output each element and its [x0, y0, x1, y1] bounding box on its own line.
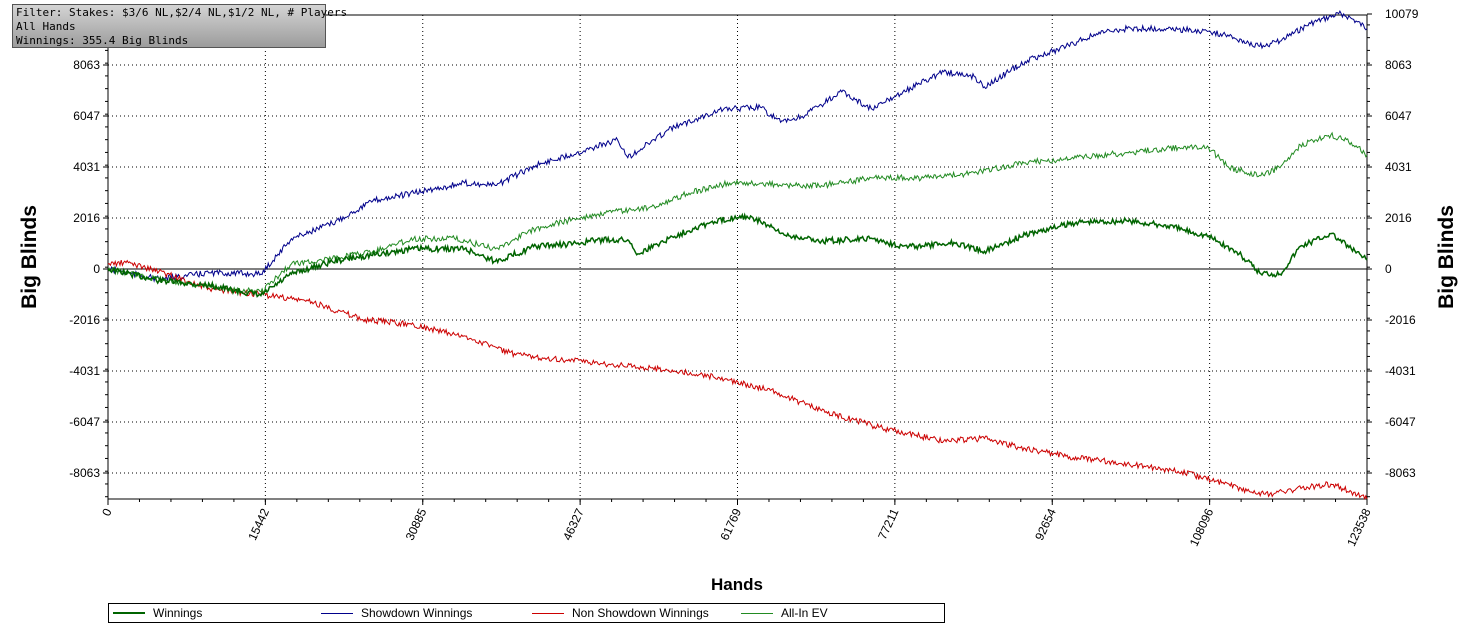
filter-hands-text: All Hands: [16, 20, 76, 33]
y-axis-title-right: Big Blinds: [1435, 205, 1458, 309]
x-tick-label: 15442: [245, 506, 272, 542]
y-tick-label-right: 0: [1385, 262, 1392, 276]
series-line-non-showdown-winnings: [107, 259, 1368, 501]
x-tick-label: 123538: [1344, 506, 1374, 549]
y-tick-label-right: -8063: [1385, 466, 1416, 480]
x-tick-label: 46327: [560, 506, 587, 542]
legend-swatch-winnings: [113, 612, 145, 614]
y-tick-label-right: -4031: [1385, 364, 1416, 378]
y-tick-label-right: 2016: [1385, 211, 1412, 225]
y-axis-right: 10079 8063 6047 4031 2016 0 -2016 -4031 -6047 -80…: [1367, 7, 1419, 498]
x-tick-label: 77211: [875, 506, 902, 542]
y-tick-label-right: 8063: [1385, 58, 1412, 72]
legend-item-showdown: Showdown Winnings: [321, 606, 472, 620]
y-tick-label-left: 6047: [73, 109, 100, 123]
legend-swatch-non-showdown: [532, 612, 564, 614]
y-tick-label-left: 4031: [73, 160, 100, 174]
y-tick-label-left: 2016: [73, 211, 100, 225]
y-tick-label-right: 10079: [1385, 7, 1419, 21]
legend-label: All-In EV: [781, 606, 828, 620]
legend-item-allin-ev: All-In EV: [741, 606, 828, 620]
x-tick-label: 61769: [717, 506, 744, 542]
legend-item-winnings: Winnings: [113, 606, 202, 620]
x-tick-label: 30885: [403, 506, 430, 542]
y-tick-label-left: 8063: [73, 58, 100, 72]
x-axis: 0 15442 30885 46327 61769 77211 92654 108096 123…: [99, 499, 1374, 549]
series-line-winnings: [107, 212, 1368, 298]
series-line-showdown-winnings: [107, 9, 1368, 283]
legend-label: Winnings: [153, 606, 203, 620]
legend-label: Showdown Winnings: [361, 606, 473, 620]
filter-info-box: Filter: Stakes: $3/6 NL,$2/4 NL,$1/2 NL,…: [12, 4, 348, 48]
series-layer: [107, 9, 1368, 501]
legend-swatch-allin-ev: [741, 612, 773, 614]
filter-winnings-text: Winnings: 355.4 Big Blinds: [16, 34, 189, 47]
x-axis-title: Hands: [711, 575, 763, 594]
legend: Winnings Showdown Winnings Non Showdown …: [108, 603, 945, 623]
y-tick-label-right: 4031: [1385, 160, 1412, 174]
x-tick-label: 92654: [1032, 506, 1059, 542]
y-tick-label-left: -6047: [69, 415, 100, 429]
legend-item-non-showdown: Non Showdown Winnings: [532, 606, 709, 620]
grid: [108, 15, 1367, 499]
y-tick-label-right: 6047: [1385, 109, 1412, 123]
y-tick-label-left: -8063: [69, 466, 100, 480]
series-line-all-in-ev: [107, 131, 1368, 296]
x-tick-label: 108096: [1187, 506, 1217, 549]
y-tick-label-left: -2016: [69, 313, 100, 327]
y-tick-label-left: 0: [93, 262, 100, 276]
y-tick-label-right: -6047: [1385, 415, 1416, 429]
y-axis-title-left: Big Blinds: [18, 205, 41, 309]
y-tick-label-left: -4031: [69, 364, 100, 378]
y-tick-label-right: -2016: [1385, 313, 1416, 327]
x-tick-label: 0: [99, 506, 115, 518]
filter-stakes-text: Filter: Stakes: $3/6 NL,$2/4 NL,$1/2 NL,…: [16, 6, 348, 19]
legend-swatch-showdown: [321, 612, 353, 614]
y-axis-left: 1007980636047403120160-2016-4031-6047-80…: [67, 7, 108, 498]
legend-label: Non Showdown Winnings: [572, 606, 709, 620]
